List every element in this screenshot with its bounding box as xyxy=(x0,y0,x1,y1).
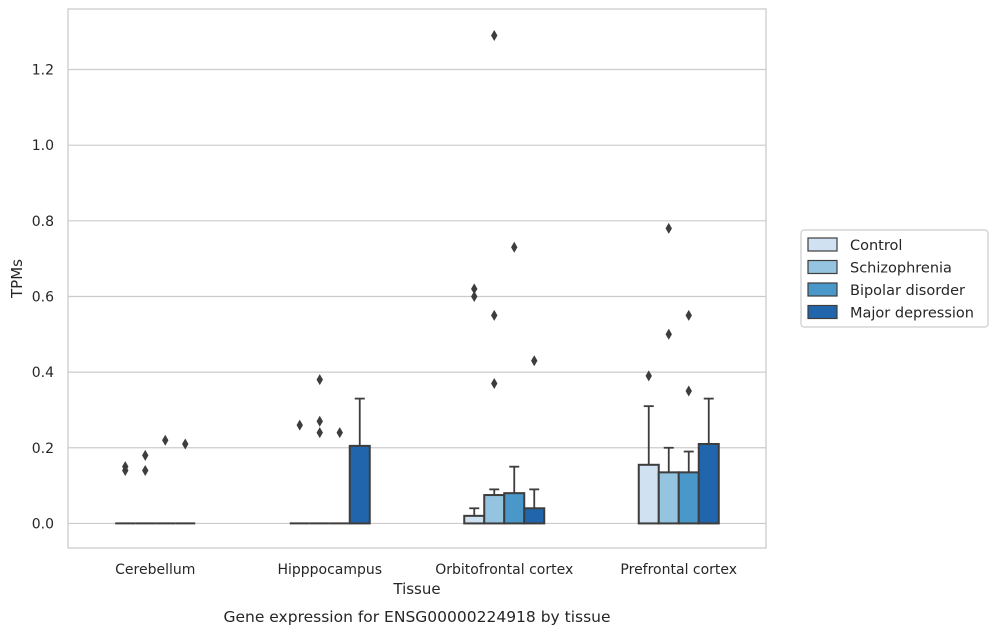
legend-label: Bipolar disorder xyxy=(850,283,965,299)
x-tick-label: Orbitofrontal cortex xyxy=(435,562,573,578)
y-tick-label: 0.6 xyxy=(32,289,54,305)
gridlines xyxy=(68,68,766,525)
outlier-point xyxy=(471,283,478,295)
outlier-point xyxy=(645,370,652,382)
legend-label: Schizophrenia xyxy=(850,261,952,277)
x-tick-label: Prefrontal cortex xyxy=(620,562,737,578)
outlier-point xyxy=(665,328,672,340)
y-tick-label: 0.0 xyxy=(32,516,54,532)
outlier-point xyxy=(531,355,538,367)
outlier-point xyxy=(491,377,498,389)
outlier-point xyxy=(685,309,692,321)
outlier-point xyxy=(336,427,343,439)
outlier-point xyxy=(122,461,129,473)
outlier-point xyxy=(142,464,149,476)
x-tick-label: Hipppocampus xyxy=(277,562,382,578)
bar xyxy=(503,492,526,525)
y-tick-labels: 0.0 0.2 0.4 0.6 0.8 1.0 1.2 xyxy=(32,63,54,533)
legend-swatch xyxy=(807,237,838,252)
outlier-point xyxy=(162,434,169,446)
y-tick-label: 0.4 xyxy=(32,365,54,381)
bar xyxy=(677,471,700,525)
plot-frame xyxy=(67,8,767,549)
legend-swatch xyxy=(807,304,838,320)
y-tick-label: 1.0 xyxy=(32,138,54,154)
legend-label: Control xyxy=(850,238,902,254)
bar xyxy=(463,514,486,525)
bar xyxy=(483,494,506,525)
y-tick-label: 0.8 xyxy=(32,214,54,230)
outlier-point xyxy=(142,449,149,461)
outlier-point xyxy=(491,29,498,41)
outlier-point xyxy=(316,374,323,386)
outlier-point xyxy=(182,438,189,450)
legend-swatch xyxy=(807,282,838,297)
plot-marks xyxy=(115,29,720,525)
legend: Control Schizophrenia Bipolar disorder Majo… xyxy=(800,229,989,328)
outlier-point xyxy=(665,222,672,234)
bar xyxy=(657,471,680,525)
bar xyxy=(697,442,720,525)
outlier-point xyxy=(316,427,323,439)
outlier-point xyxy=(685,385,692,397)
outlier-point xyxy=(316,415,323,427)
legend-swatch xyxy=(807,259,838,275)
chart-caption: Gene expression for ENSG00000224918 by t… xyxy=(223,608,610,626)
outlier-point xyxy=(511,241,518,253)
outlier-point xyxy=(491,309,498,321)
bar xyxy=(348,444,371,525)
x-axis-label: Tissue xyxy=(392,580,440,598)
y-tick-label: 1.2 xyxy=(32,63,54,79)
x-tick-label: Cerebellum xyxy=(115,562,195,578)
bar xyxy=(523,507,546,525)
outlier-point xyxy=(296,419,303,431)
legend-box xyxy=(800,229,989,328)
y-tick-label: 0.2 xyxy=(32,441,54,457)
x-tick-labels: Cerebellum Hipppocampus Orbitofrontal cort… xyxy=(115,562,737,578)
legend-label: Major depression xyxy=(850,306,974,322)
outlier-point xyxy=(471,290,478,302)
y-axis-label: TPMs xyxy=(8,259,26,299)
bar xyxy=(637,463,660,525)
